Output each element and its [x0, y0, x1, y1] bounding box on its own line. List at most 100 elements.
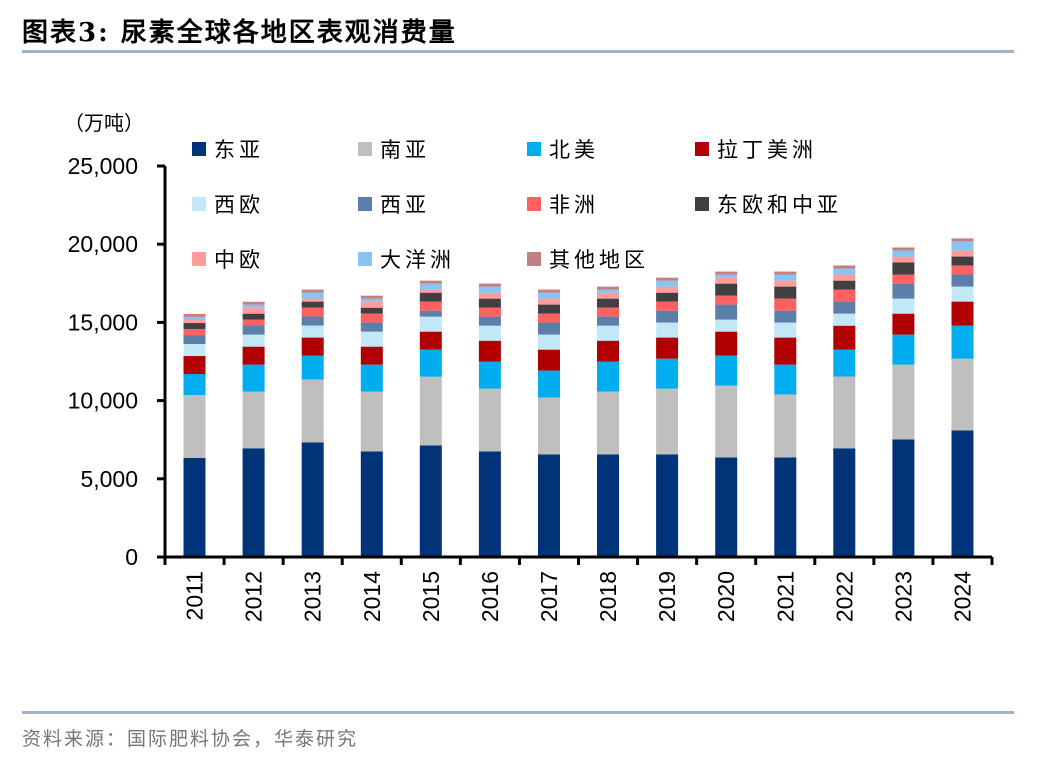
- bar-segment: [538, 313, 560, 323]
- bar-segment: [419, 349, 442, 377]
- bar-segment: [360, 331, 383, 347]
- bar-segment: [656, 322, 679, 338]
- legend-item: 大洋洲: [358, 248, 451, 272]
- bar-segment: [478, 361, 501, 389]
- bars: [183, 238, 974, 557]
- bar-segment: [715, 355, 738, 386]
- legend-item: 其他地区: [527, 248, 645, 272]
- bar-segment: [597, 286, 619, 290]
- bar-segment: [597, 340, 619, 362]
- bar-segment: [597, 391, 619, 455]
- y-tick-label: 25,000: [68, 153, 138, 179]
- bar-stack-2011: [183, 313, 206, 557]
- bar-segment: [715, 319, 738, 332]
- bar-segment: [656, 277, 679, 281]
- bar-segment: [478, 283, 501, 287]
- bar-segment: [538, 289, 560, 293]
- bar-segment: [774, 274, 797, 281]
- bar-segment: [301, 337, 324, 356]
- legend-swatch: [695, 142, 709, 156]
- bar-segment: [419, 310, 442, 317]
- bar-segment: [242, 319, 265, 326]
- bar-segment: [597, 325, 619, 341]
- x-tick-label: 2017: [536, 571, 562, 622]
- bar-segment: [538, 397, 560, 455]
- bar-segment: [715, 304, 738, 320]
- bar-segment: [183, 374, 206, 395]
- bar-segment: [892, 313, 915, 335]
- bar-segment: [951, 238, 974, 242]
- bar-segment: [183, 323, 206, 329]
- bar-segment: [656, 388, 679, 455]
- bar-segment: [597, 292, 619, 299]
- legend-item: 拉丁美洲: [695, 138, 813, 162]
- bar-segment: [242, 391, 265, 449]
- bar-segment: [951, 301, 974, 326]
- figure-title: 图表3: 尿素全球各地区表观消费量: [22, 18, 457, 48]
- y-tick-label: 0: [125, 544, 138, 570]
- bar-stack-2019: [656, 277, 679, 557]
- bar-segment: [715, 277, 738, 284]
- legend-item: 东欧和中亚: [695, 193, 842, 217]
- bar-segment: [419, 316, 442, 332]
- bar-segment: [833, 274, 856, 281]
- bar-segment: [892, 439, 915, 557]
- bar-segment: [892, 274, 915, 284]
- title-divider: [22, 50, 1014, 53]
- bar-segment: [538, 454, 560, 557]
- bar-segment: [360, 346, 383, 365]
- bar-segment: [951, 250, 974, 257]
- bar-segment: [833, 313, 856, 326]
- bar-segment: [242, 448, 265, 557]
- bar-segment: [242, 334, 265, 347]
- bar-segment: [951, 274, 974, 287]
- bar-segment: [183, 313, 206, 317]
- bar-segment: [301, 301, 324, 308]
- legend-label: 西欧: [214, 193, 264, 217]
- bar-segment: [656, 310, 679, 323]
- legend-swatch: [358, 197, 372, 211]
- bar-segment: [951, 265, 974, 275]
- bar-segment: [715, 385, 738, 458]
- bar-segment: [538, 298, 560, 305]
- legend-label: 南亚: [380, 138, 430, 162]
- legend-swatch: [192, 142, 206, 156]
- bar-segment: [301, 442, 324, 557]
- legend-swatch: [358, 142, 372, 156]
- bar-segment: [833, 280, 856, 290]
- bar-segment: [656, 286, 679, 293]
- bar-stack-2015: [419, 280, 442, 557]
- legend-label: 东亚: [214, 138, 264, 162]
- bar-segment: [360, 298, 383, 302]
- bar-segment: [833, 448, 856, 557]
- x-tick-label: 2019: [654, 571, 680, 622]
- legend-swatch: [527, 252, 541, 266]
- bar-segment: [774, 286, 797, 299]
- bar-segment: [478, 388, 501, 452]
- bar-segment: [242, 346, 265, 365]
- bar-segment: [833, 349, 856, 377]
- bar-segment: [774, 337, 797, 365]
- bar-segment: [833, 265, 856, 269]
- bar-segment: [774, 280, 797, 287]
- source-note: 资料来源：国际肥料协会，华泰研究: [22, 728, 359, 750]
- bar-stack-2023: [892, 247, 915, 557]
- bar-segment: [715, 295, 738, 305]
- x-tick-label: 2012: [241, 571, 267, 622]
- legend-item: 东亚: [192, 138, 264, 162]
- bar-segment: [774, 457, 797, 557]
- legend-swatch: [527, 142, 541, 156]
- bar-segment: [242, 304, 265, 308]
- bar-segment: [183, 394, 206, 458]
- legend-label: 东欧和中亚: [717, 193, 842, 217]
- legend-item: 西欧: [192, 193, 264, 217]
- y-tick-label: 20,000: [68, 231, 138, 257]
- bar-segment: [183, 320, 206, 324]
- y-tick-label: 5,000: [80, 466, 138, 492]
- bar-segment: [656, 358, 679, 389]
- bar-segment: [360, 313, 383, 323]
- x-tick-label: 2011: [182, 571, 208, 620]
- bar-segment: [656, 301, 679, 311]
- bar-segment: [892, 250, 915, 257]
- bar-segment: [597, 307, 619, 317]
